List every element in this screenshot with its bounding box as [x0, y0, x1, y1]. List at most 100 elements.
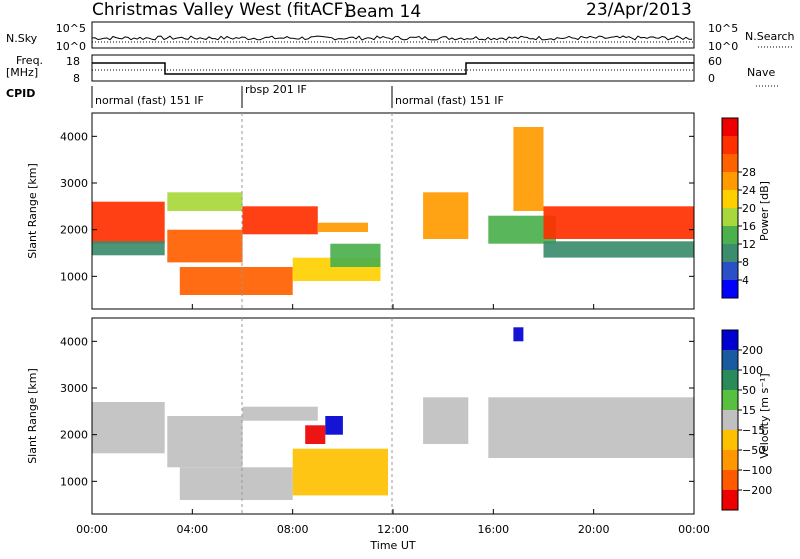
- power-scale-tick-label-5: 24: [742, 184, 756, 197]
- noise-panel-frame: [91, 21, 695, 49]
- power-scale-swatch-1: [722, 136, 738, 155]
- x-tick-label-6: 00:00: [678, 523, 710, 536]
- noise-left-tick-bottom: 10^0: [56, 40, 86, 53]
- x-axis: 00:00 04:00 08:00 12:00 16:00 20:00 00:00: [76, 304, 710, 536]
- power-band-12: [543, 206, 694, 239]
- power-band-9: [423, 192, 469, 239]
- noise-left-tick-top: 10^5: [56, 22, 86, 35]
- y-tick-label-2: 3000: [60, 382, 88, 395]
- cpid-segment-2: rbsp 201 IF: [245, 83, 307, 96]
- x-tick-label-1: 04:00: [176, 523, 208, 536]
- power-scale-swatch-6: [722, 226, 738, 245]
- y-tick-label-3: 4000: [60, 335, 88, 348]
- velocity-band-9: [513, 327, 524, 342]
- x-tick-label-2: 08:00: [277, 523, 309, 536]
- vel-scale-tick-label-3: 15: [742, 404, 756, 417]
- power-scale-tick-label-1: 8: [742, 256, 749, 269]
- power-band-4: [242, 206, 318, 235]
- power-scale-swatch-0: [722, 118, 738, 137]
- y-tick-label-0: 1000: [60, 270, 88, 283]
- power-scale-tick-label-3: 16: [742, 220, 756, 233]
- nave-label: Nave: [747, 66, 775, 79]
- cpid-segment-1: normal (fast) 151 IF: [95, 94, 204, 107]
- freq-label-2: [MHz]: [6, 66, 38, 79]
- vel-scale-swatch-0: [722, 330, 738, 351]
- power-scale-swatch-8: [722, 262, 738, 281]
- power-scale-swatch-5: [722, 208, 738, 227]
- velocity-band-8: [488, 397, 694, 458]
- vel-scale-swatch-8: [722, 490, 738, 511]
- velocity-band-3: [242, 406, 318, 421]
- power-scale-swatch-2: [722, 154, 738, 173]
- noise-right-tick-top: 10^5: [708, 22, 738, 35]
- velocity-y-axis: 1000 2000 3000 4000: [60, 335, 694, 488]
- power-band-8: [330, 243, 381, 267]
- cpid-label: CPID: [6, 87, 35, 100]
- power-heatmap: [92, 127, 694, 295]
- power-scale-tick-label-2: 12: [742, 238, 756, 251]
- vel-scale-swatch-7: [722, 470, 738, 491]
- power-scale-tick-label-0: 4: [742, 274, 749, 287]
- freq-tick-top: 18: [66, 55, 80, 68]
- velocity-band-1: [167, 416, 243, 468]
- x-tick-label-3: 12:00: [377, 523, 409, 536]
- power-band-0: [92, 201, 165, 244]
- velocity-heatmap: [92, 327, 694, 500]
- y-tick-label-1: 2000: [60, 224, 88, 237]
- y-tick-label-2: 3000: [60, 177, 88, 190]
- y-tick-label-0: 1000: [60, 475, 88, 488]
- power-band-11: [513, 127, 544, 211]
- vel-scale-tick-label-7: −200: [742, 484, 772, 497]
- noise-sky-line: [91, 35, 693, 41]
- vel-scale-swatch-5: [722, 430, 738, 451]
- station-title: Christmas Valley West (fitACF): [92, 0, 350, 20]
- vel-scale-swatch-4: [722, 410, 738, 431]
- vel-scale-swatch-6: [722, 450, 738, 471]
- nave-tick-bottom: 0: [708, 72, 715, 85]
- velocity-scale-label: Velocity [m s⁻¹]: [758, 373, 771, 458]
- y-tick-label-3: 4000: [60, 130, 88, 143]
- vel-scale-tick-label-4: −15: [742, 424, 765, 437]
- vel-scale-swatch-3: [722, 390, 738, 411]
- power-band-3: [167, 192, 243, 211]
- x-tick-label-5: 20:00: [578, 523, 610, 536]
- velocity-band-5: [305, 425, 326, 444]
- velocity-band-2: [179, 467, 293, 500]
- vel-scale-frame: [721, 329, 739, 511]
- vel-scale-tick-label-1: 100: [742, 364, 763, 377]
- beam-title: Beam 14: [345, 2, 421, 22]
- vel-scale-swatch-1: [722, 350, 738, 371]
- y-tick-label-1: 2000: [60, 429, 88, 442]
- x-axis-label: Time UT: [369, 539, 415, 552]
- noise-right-tick-bottom: 10^0: [708, 40, 738, 53]
- power-scale-swatch-7: [722, 244, 738, 263]
- power-scale-swatch-9: [722, 280, 738, 299]
- power-y-axis: 1000 2000 3000 4000: [60, 130, 694, 283]
- velocity-band-0: [92, 402, 165, 454]
- velocity-y-label: Slant Range [km]: [26, 368, 39, 464]
- noise-left-label: N.Sky: [6, 32, 38, 45]
- freq-label-1: Freq.: [16, 54, 43, 67]
- noise-right-label: N.Search: [745, 30, 795, 43]
- nave-tick-top: 60: [708, 55, 722, 68]
- x-tick-label-4: 16:00: [477, 523, 509, 536]
- power-band-2: [167, 229, 243, 263]
- freq-panel-frame: [91, 54, 695, 82]
- power-band-6: [179, 267, 293, 295]
- power-y-label: Slant Range [km]: [26, 163, 39, 259]
- velocity-color-scale: 200 100 50 15 −15 −50 −100 −200: [721, 329, 772, 511]
- date-title: 23/Apr/2013: [586, 0, 692, 20]
- vel-scale-tick-label-5: −50: [742, 444, 765, 457]
- power-scale-tick-label-6: 28: [742, 166, 756, 179]
- cpid-segment-3: normal (fast) 151 IF: [395, 94, 504, 107]
- vel-scale-tick-label-2: 50: [742, 384, 756, 397]
- velocity-band-6: [325, 416, 343, 435]
- x-tick-label-0: 00:00: [76, 523, 108, 536]
- power-scale-label: Power [dB]: [758, 181, 771, 241]
- vel-scale-tick-label-0: 200: [742, 344, 763, 357]
- power-color-scale: 4 8 12 16 20 24 28: [721, 117, 756, 299]
- power-scale-tick-label-4: 20: [742, 202, 756, 215]
- velocity-band-7: [423, 397, 469, 444]
- vel-scale-tick-label-6: −100: [742, 464, 772, 477]
